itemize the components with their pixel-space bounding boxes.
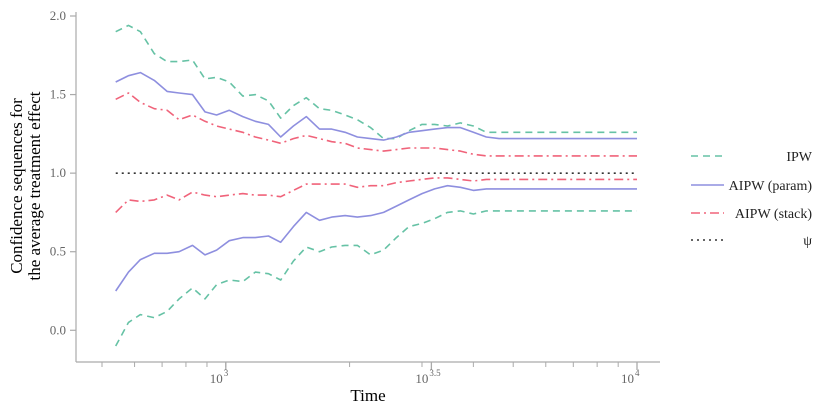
series-upper-line: [115, 24, 637, 140]
series-upper-line: [115, 71, 637, 141]
series-lower-line: [114, 210, 637, 347]
y-tick-label: 0.0: [50, 322, 66, 337]
x-tick-label: 10 3: [210, 368, 229, 386]
x-axis-title: Time: [350, 386, 385, 405]
y-axis-title-line2: the average treatment effect: [25, 91, 44, 280]
x-tick-base: 10: [415, 371, 428, 386]
x-tick-label: 10 4: [621, 368, 640, 386]
x-tick-base: 10: [621, 371, 634, 386]
legend-label: AIPW (stack): [735, 207, 812, 222]
x-tick-label: 10 3.5: [415, 368, 441, 386]
x-tick-exponent: 4: [635, 368, 640, 378]
y-tick-label: 1.0: [50, 165, 66, 180]
legend-label: IPW: [786, 150, 812, 165]
y-tick-label: 0.5: [50, 244, 66, 259]
x-ticks: 10 3 10 3.5 10 4: [101, 362, 640, 386]
series-lower-line: [115, 177, 637, 213]
x-tick-exponent: 3: [224, 368, 229, 378]
series-upper-line: [115, 92, 637, 157]
y-tick-label: 1.5: [50, 87, 66, 102]
y-axis-title: Confidence sequences for the average tre…: [7, 91, 44, 280]
series-lower-line: [115, 184, 637, 292]
y-tick-label: 2.0: [50, 8, 66, 23]
legend: IPW AIPW (param) AIPW (stack) ψ: [691, 150, 813, 249]
legend-label: AIPW (param): [729, 179, 813, 194]
plot-area: [114, 24, 637, 347]
legend-label: ψ: [803, 234, 812, 249]
y-axis-title-line1: Confidence sequences for: [7, 98, 26, 274]
x-tick-exponent: 3.5: [429, 368, 441, 378]
y-ticks: 0.0 0.5 1.0 1.5 2.0: [50, 8, 76, 337]
axes: 0.00.51.01.52.0 10 3 10 3.5 10 4: [50, 8, 660, 386]
x-tick-base: 10: [210, 371, 223, 386]
